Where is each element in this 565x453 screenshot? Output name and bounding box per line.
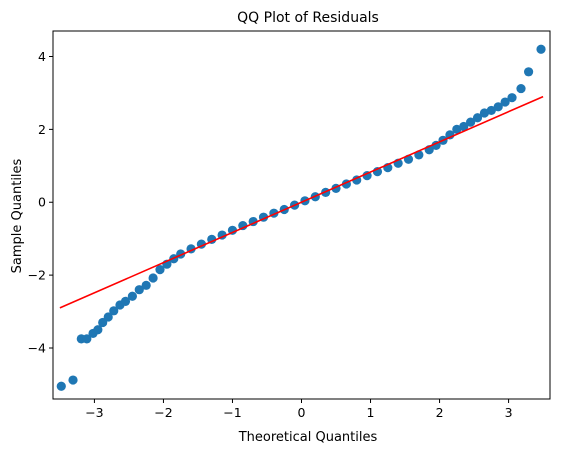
y-tick-label: −4 — [28, 340, 46, 355]
data-point — [452, 124, 462, 134]
y-tick-label: 4 — [38, 49, 46, 64]
x-tick-label: 1 — [367, 405, 375, 420]
data-point — [486, 105, 496, 116]
x-tick-label: −3 — [85, 405, 103, 420]
x-tick-label: 3 — [505, 405, 513, 420]
data-point — [134, 285, 144, 295]
y-tick-label: −2 — [28, 268, 46, 283]
x-tick-label: 2 — [436, 405, 444, 420]
data-point — [493, 102, 503, 112]
data-point — [148, 273, 158, 283]
y-axis-label: Sample Quantiles — [10, 158, 25, 273]
x-tick-label: −1 — [223, 405, 241, 420]
data-point — [155, 265, 165, 275]
plot-area — [56, 44, 546, 391]
data-point — [466, 117, 476, 127]
data-point — [500, 97, 510, 107]
x-axis-label: Theoretical Quantiles — [238, 430, 378, 445]
data-point — [120, 296, 131, 306]
data-point — [82, 334, 92, 344]
x-tick-label: 0 — [298, 405, 306, 420]
reference-line — [59, 95, 544, 309]
data-point — [507, 93, 517, 103]
data-point — [56, 381, 66, 391]
data-point — [472, 113, 483, 123]
x-axis: −3 −2 −1 0 1 2 3 — [85, 399, 513, 420]
data-point — [141, 280, 151, 290]
y-tick-label: 0 — [38, 195, 46, 210]
data-point — [524, 67, 534, 77]
data-point — [238, 220, 248, 231]
data-point — [536, 44, 546, 54]
data-point — [479, 108, 490, 118]
data-point — [68, 375, 78, 385]
data-point — [103, 312, 113, 322]
data-point — [516, 83, 526, 94]
chart-title: QQ Plot of Residuals — [237, 10, 379, 26]
data-point — [127, 291, 137, 301]
data-point — [109, 306, 119, 316]
y-tick-label: 2 — [38, 122, 46, 137]
x-tick-label: −2 — [154, 405, 172, 420]
data-point — [459, 121, 469, 132]
y-axis: −4 −2 0 2 4 — [28, 49, 53, 355]
data-point — [93, 325, 103, 335]
plot-frame — [52, 30, 551, 400]
